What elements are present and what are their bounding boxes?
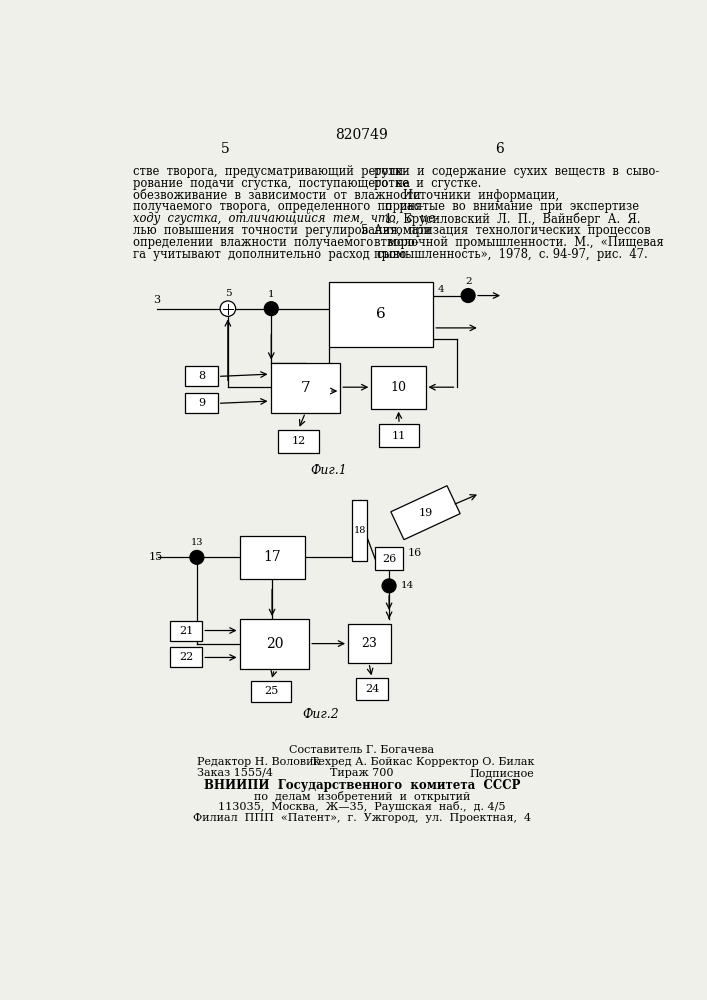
Text: ходу  сгустка,  отличающийся  тем,  что,  с  це-: ходу сгустка, отличающийся тем, что, с ц… xyxy=(132,212,438,225)
Text: 18: 18 xyxy=(354,526,366,535)
Bar xyxy=(240,619,309,669)
Text: стве  творога,  предусматривающий  регули-: стве творога, предусматривающий регули- xyxy=(132,165,407,178)
Text: Тираж 700: Тираж 700 xyxy=(330,768,394,778)
Bar xyxy=(375,547,403,570)
Bar xyxy=(348,624,391,663)
Text: 6: 6 xyxy=(495,142,503,156)
Text: 820749: 820749 xyxy=(336,128,388,142)
Text: ВНИИПИ  Государственного  комитета  СССР: ВНИИПИ Государственного комитета СССР xyxy=(204,779,520,792)
Text: 113035,  Москва,  Ж—35,  Раушская  наб.,  д. 4/5: 113035, Москва, Ж—35, Раушская наб., д. … xyxy=(218,801,506,812)
Text: 5: 5 xyxy=(361,224,368,237)
Text: 1: 1 xyxy=(268,290,274,299)
Text: Корректор О. Билак: Корректор О. Билак xyxy=(416,757,534,767)
Text: 25: 25 xyxy=(264,686,279,696)
Bar xyxy=(251,681,291,702)
Text: 19: 19 xyxy=(419,508,433,518)
Text: 10: 10 xyxy=(390,381,407,394)
Text: Источники  информации,: Источники информации, xyxy=(373,189,559,202)
Bar xyxy=(185,366,218,386)
Bar xyxy=(356,678,388,700)
Circle shape xyxy=(382,579,396,593)
Bar xyxy=(352,500,368,561)
Bar xyxy=(279,430,319,453)
Text: 24: 24 xyxy=(365,684,379,694)
Bar xyxy=(371,366,426,409)
Text: 7: 7 xyxy=(300,381,310,395)
Text: 4: 4 xyxy=(438,285,444,294)
Text: лью  повышения  точности  регулирования,  при: лью повышения точности регулирования, пр… xyxy=(132,224,431,237)
Text: ротке  и  сгустке.: ротке и сгустке. xyxy=(373,177,481,190)
Text: 6: 6 xyxy=(376,307,386,321)
Text: 17: 17 xyxy=(264,550,281,564)
Text: ротки  и  содержание  сухих  веществ  в  сыво-: ротки и содержание сухих веществ в сыво- xyxy=(373,165,659,178)
Text: 2: 2 xyxy=(464,277,472,286)
Text: 14: 14 xyxy=(401,581,414,590)
Text: 5: 5 xyxy=(221,142,230,156)
Text: 16: 16 xyxy=(407,548,422,558)
Text: Филиал  ППП  «Патент»,  г.  Ужгород,  ул.  Проектная,  4: Филиал ППП «Патент», г. Ужгород, ул. Про… xyxy=(193,813,531,823)
Text: получаемого  творога,  определенного  по  рас-: получаемого творога, определенного по ра… xyxy=(132,200,423,213)
Text: га  учитывают  дополнительно  расход  сыво-: га учитывают дополнительно расход сыво- xyxy=(132,248,409,261)
Text: Автоматизация  технологических  процессов: Автоматизация технологических процессов xyxy=(373,224,650,237)
Text: Фиг.1: Фиг.1 xyxy=(310,464,347,477)
Text: 8: 8 xyxy=(198,371,205,381)
Text: 15: 15 xyxy=(149,552,163,562)
Text: рование  подачи  сгустка,  поступающего  на: рование подачи сгустка, поступающего на xyxy=(132,177,409,190)
Text: 9: 9 xyxy=(198,398,205,408)
Bar xyxy=(170,647,202,667)
Text: 12: 12 xyxy=(291,436,305,446)
Bar xyxy=(379,424,419,447)
Text: 3: 3 xyxy=(153,295,160,305)
Text: Техред А. Бойкас: Техред А. Бойкас xyxy=(311,757,413,767)
Text: определении  влажности  получаемого  творо-: определении влажности получаемого творо- xyxy=(132,236,419,249)
Text: 26: 26 xyxy=(382,554,396,564)
Text: 20: 20 xyxy=(266,637,283,651)
Text: Заказ 1555/4: Заказ 1555/4 xyxy=(197,768,273,778)
Text: Редактор Н. Воловик: Редактор Н. Воловик xyxy=(197,757,320,767)
Text: Фиг.2: Фиг.2 xyxy=(303,708,339,721)
Text: 1.  Брусиловский  Л.  П.,  Вайнберг  А.  Я.: 1. Брусиловский Л. П., Вайнберг А. Я. xyxy=(373,212,640,226)
Circle shape xyxy=(220,301,235,316)
Bar xyxy=(240,536,305,579)
Text: 21: 21 xyxy=(179,626,193,636)
Text: в  молочной  промышленности.  М.,  «Пищевая: в молочной промышленности. М., «Пищевая xyxy=(373,236,663,249)
Polygon shape xyxy=(391,486,460,540)
Text: 13: 13 xyxy=(191,538,203,547)
Text: Составитель Г. Богачева: Составитель Г. Богачева xyxy=(289,745,435,755)
Text: обезвоживание  в  зависимости  от  влажности: обезвоживание в зависимости от влажности xyxy=(132,189,420,202)
Text: по  делам  изобретений  и  открытий: по делам изобретений и открытий xyxy=(254,791,470,802)
Text: принятые  во  внимание  при  экспертизе: принятые во внимание при экспертизе xyxy=(373,200,638,213)
Bar xyxy=(329,282,433,347)
Text: Подписное: Подписное xyxy=(469,768,534,778)
Text: 5: 5 xyxy=(225,289,231,298)
Bar xyxy=(185,393,218,413)
Circle shape xyxy=(264,302,279,316)
Bar xyxy=(271,363,340,413)
Text: 22: 22 xyxy=(179,652,193,662)
Text: промышленность»,  1978,  с. 94-97,  рис.  47.: промышленность», 1978, с. 94-97, рис. 47… xyxy=(373,248,648,261)
Bar xyxy=(170,620,202,641)
Text: 23: 23 xyxy=(361,637,378,650)
Circle shape xyxy=(190,550,204,564)
Circle shape xyxy=(461,289,475,302)
Text: 11: 11 xyxy=(392,431,407,441)
